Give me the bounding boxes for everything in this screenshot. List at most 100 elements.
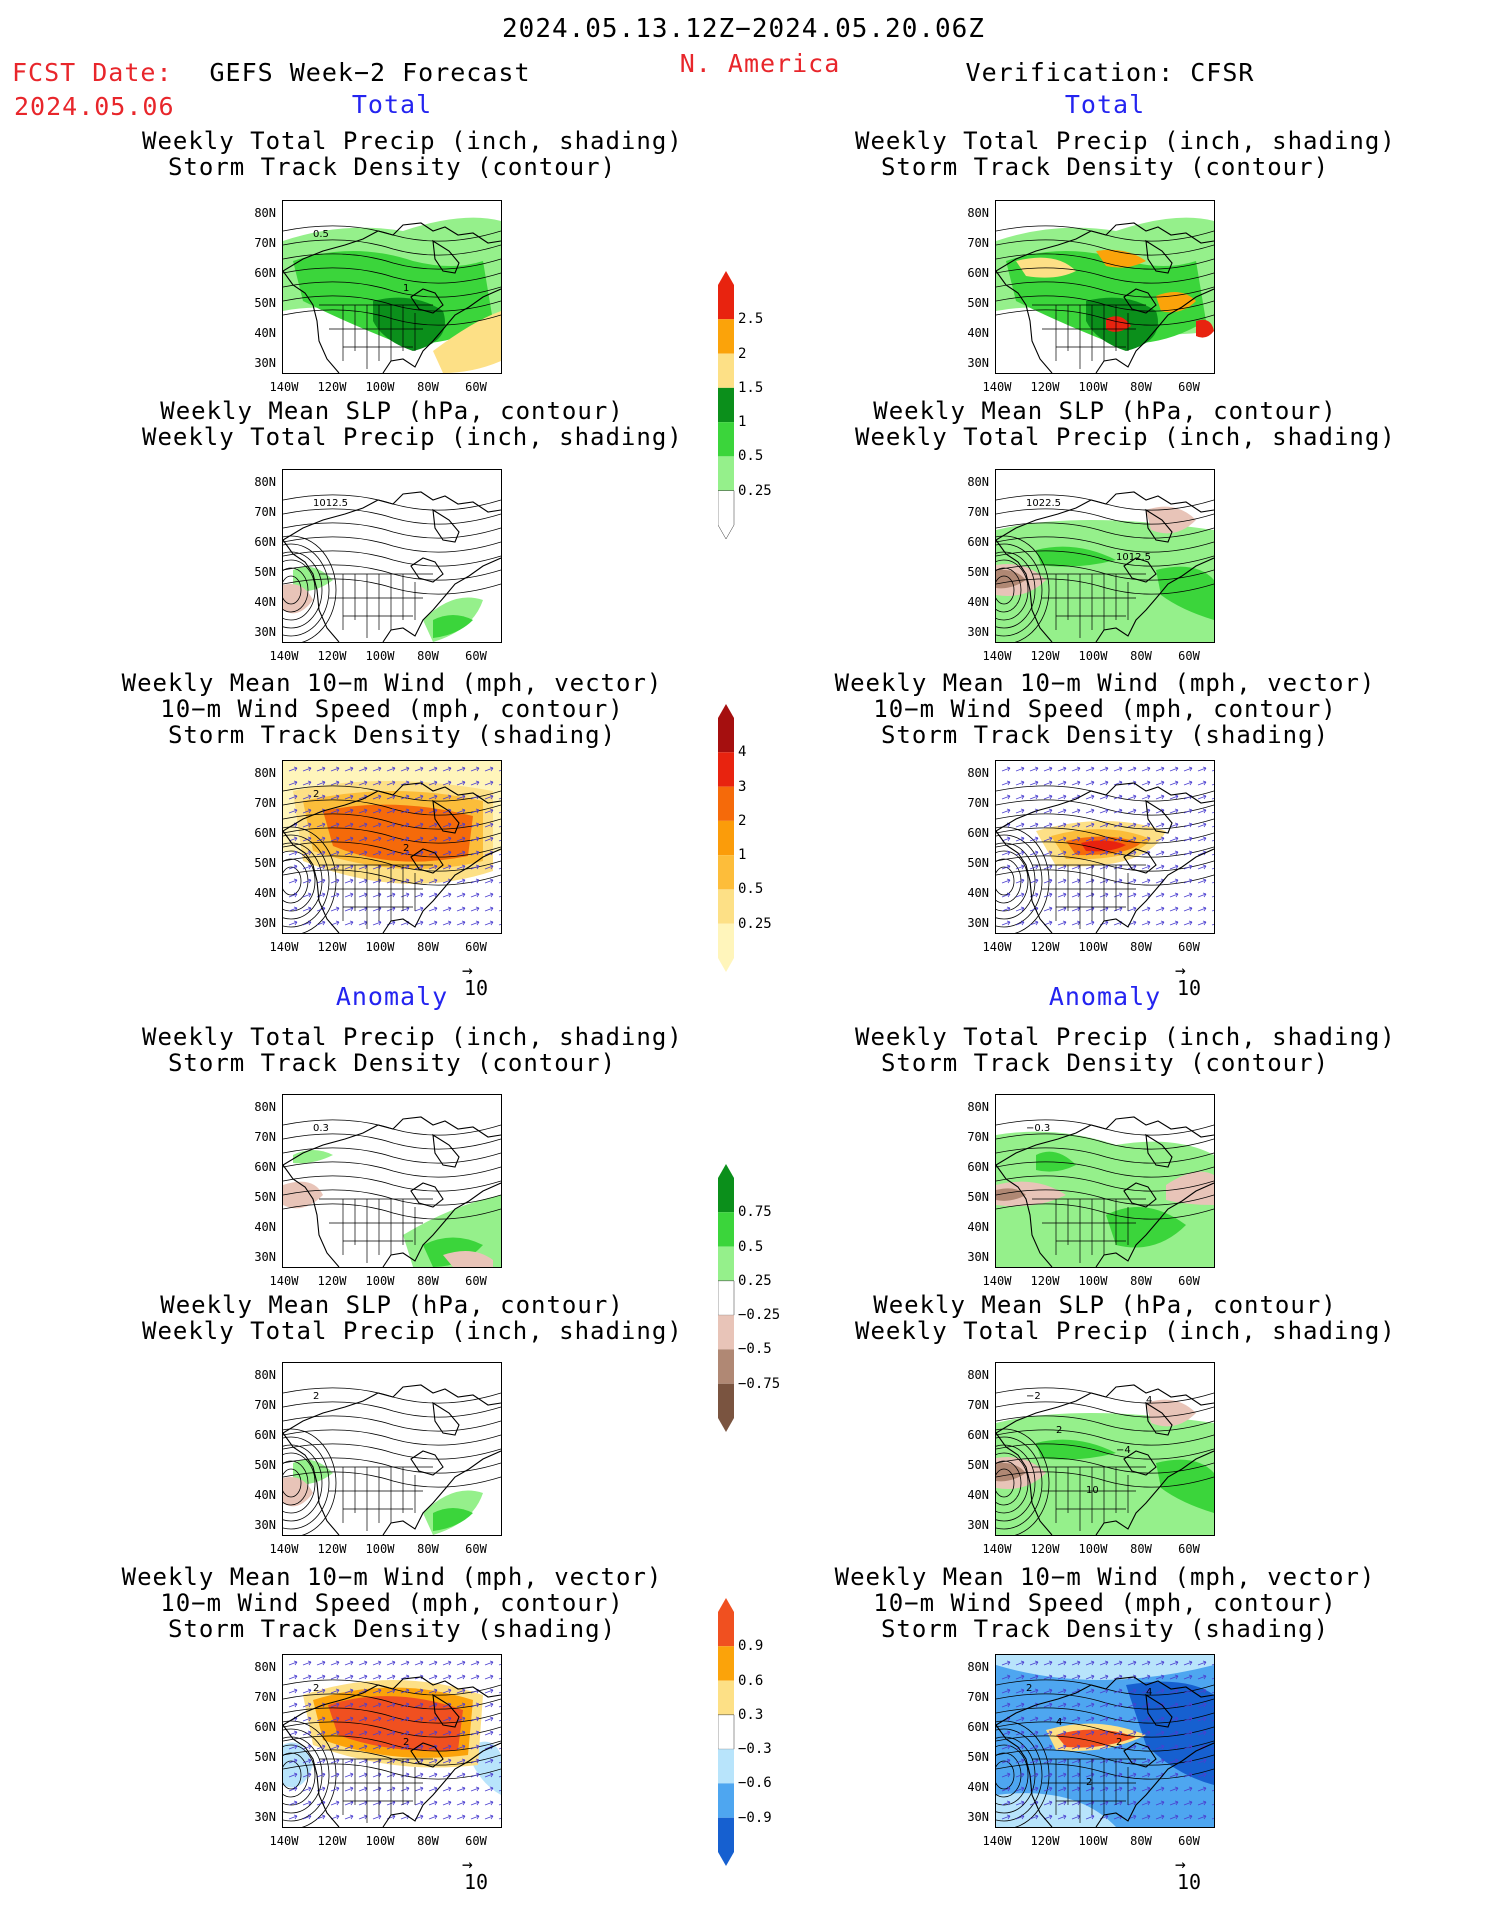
colorbar-precip-anomaly (718, 1164, 735, 1432)
contour-label: 2 (313, 789, 319, 800)
contour-label: 2 (403, 843, 409, 854)
lon-tick-label: 100W (365, 380, 395, 394)
lat-tick-label: 30N (254, 1250, 276, 1264)
shading-region (1146, 1399, 1196, 1427)
shading-region (1156, 292, 1196, 313)
shading-region (443, 1251, 493, 1267)
lon-tick-label: 60W (465, 649, 487, 663)
lat-tick-label: 40N (254, 1780, 276, 1794)
region-label: N. America (679, 49, 841, 78)
state-borders (319, 573, 433, 638)
lat-tick-label: 60N (254, 535, 276, 549)
map-slp-svg: 1022.5 1012.5 (996, 491, 1214, 642)
colorbar-level-label: 0.75 (738, 1204, 772, 1221)
lat-tick-label: 50N (254, 565, 276, 579)
lat-tick-label: 60N (254, 826, 276, 840)
colorbar-swatch (718, 1212, 734, 1247)
shading-region (283, 1477, 313, 1507)
colorbar-swatch (718, 387, 734, 423)
title-line: Storm Track Density (shading) (880, 1615, 1330, 1643)
colorbar-level-label: 1 (738, 847, 747, 864)
lat-tick-label: 50N (254, 1750, 276, 1764)
lon-tick-label: 80W (417, 380, 439, 394)
lat-tick-label: 80N (967, 1368, 989, 1382)
lat-tick-label: 40N (254, 326, 276, 340)
title-l4: Weekly Total Precip (inch, shading) Stor… (142, 1024, 682, 1076)
lat-tick-label: 50N (254, 296, 276, 310)
lat-tick-label: 70N (254, 236, 276, 250)
shading-region (1126, 1681, 1214, 1785)
title-line: Storm Track Density (shading) (167, 1615, 617, 1643)
lon-tick-label: 60W (1178, 1274, 1200, 1288)
colorbar-level-label: −0.75 (738, 1375, 781, 1392)
lon-tick-label: 100W (1078, 649, 1108, 663)
lon-tick-label: 100W (365, 649, 395, 663)
shading-region (283, 1181, 323, 1209)
map-slp-svg: 1012.5 (283, 491, 501, 642)
lon-tick-label: 120W (317, 649, 347, 663)
section-anomaly-right: Anomaly (1048, 982, 1162, 1011)
colorbar-swatch (718, 1164, 734, 1213)
lon-tick-label: 100W (1078, 1834, 1108, 1848)
lon-tick-label: 60W (465, 380, 487, 394)
contour-label: 2 (403, 1737, 409, 1748)
map-panel-panom-L: 0.3 (282, 1094, 502, 1268)
colorbar-level-label: −0.9 (738, 1809, 772, 1826)
lon-tick-label: 60W (465, 1542, 487, 1556)
lat-tick-label: 50N (967, 1750, 989, 1764)
lon-tick-label: 140W (269, 1274, 299, 1288)
colorbar-precip-total (718, 271, 735, 540)
lat-tick-label: 80N (254, 766, 276, 780)
colorbar-level-label: 3 (738, 778, 747, 795)
lat-tick-label: 80N (967, 206, 989, 220)
map-slp-svg: 2 (283, 1384, 501, 1535)
lon-tick-label: 120W (317, 1274, 347, 1288)
colorbar-swatch (718, 319, 734, 354)
lon-tick-label: 80W (1130, 940, 1152, 954)
title-r3: Weekly Mean 10−m Wind (mph, vector) 10−m… (805, 670, 1405, 748)
shading-region (996, 1181, 1066, 1207)
coastline (996, 1384, 1214, 1535)
lon-tick-label: 60W (465, 1274, 487, 1288)
title-line: Weekly Mean 10−m Wind (mph, vector) (121, 1563, 663, 1591)
coastline (283, 1676, 501, 1827)
title-line: Weekly Mean 10−m Wind (mph, vector) (121, 669, 663, 697)
colorbar-swatch (718, 786, 734, 821)
colorbar-level-label: 0.5 (738, 1238, 764, 1255)
lon-tick-label: 140W (269, 1542, 299, 1556)
map-precip-svg (996, 217, 1214, 373)
shading-region (283, 584, 313, 614)
lat-tick-label: 40N (254, 595, 276, 609)
lat-tick-label: 40N (254, 1220, 276, 1234)
colorbar-level-label: 1.5 (738, 379, 764, 396)
lon-tick-label: 120W (1030, 1542, 1060, 1556)
map-panel-precip-R (995, 200, 1215, 374)
coastline (283, 491, 501, 642)
state-borders (319, 1758, 433, 1823)
colorbar-level-label: 2.5 (738, 311, 764, 328)
title-line: 10−m Wind Speed (mph, contour) (873, 695, 1337, 723)
coastline (283, 1384, 501, 1535)
map-panel-slp-L: 2 (282, 1362, 502, 1536)
lat-tick-label: 40N (967, 886, 989, 900)
colorbar-track-anomaly (718, 1598, 735, 1866)
contour-label: 1022.5 (1026, 498, 1061, 509)
shading-region (996, 569, 1026, 589)
colorbar-swatch (718, 1349, 734, 1384)
contour-label: 2 (313, 1683, 319, 1694)
colorbar-swatch (718, 1749, 734, 1784)
lat-tick-label: 60N (967, 1160, 989, 1174)
colorbar-swatch (718, 1646, 734, 1681)
coastline (996, 491, 1214, 642)
lat-tick-label: 30N (254, 1810, 276, 1824)
section-anomaly-left: Anomaly (335, 982, 449, 1011)
vector-reference-value: 10 (1177, 976, 1202, 1000)
lat-tick-label: 80N (254, 1368, 276, 1382)
lat-tick-label: 30N (967, 1810, 989, 1824)
title-line: Weekly Mean SLP (hPa, contour) (873, 1291, 1337, 1319)
lat-tick-label: 60N (254, 1160, 276, 1174)
colorbar-level-label: 0.9 (738, 1638, 764, 1655)
colorbar-level-label: 0.25 (738, 1272, 772, 1289)
title-line: 10−m Wind Speed (mph, contour) (160, 695, 624, 723)
